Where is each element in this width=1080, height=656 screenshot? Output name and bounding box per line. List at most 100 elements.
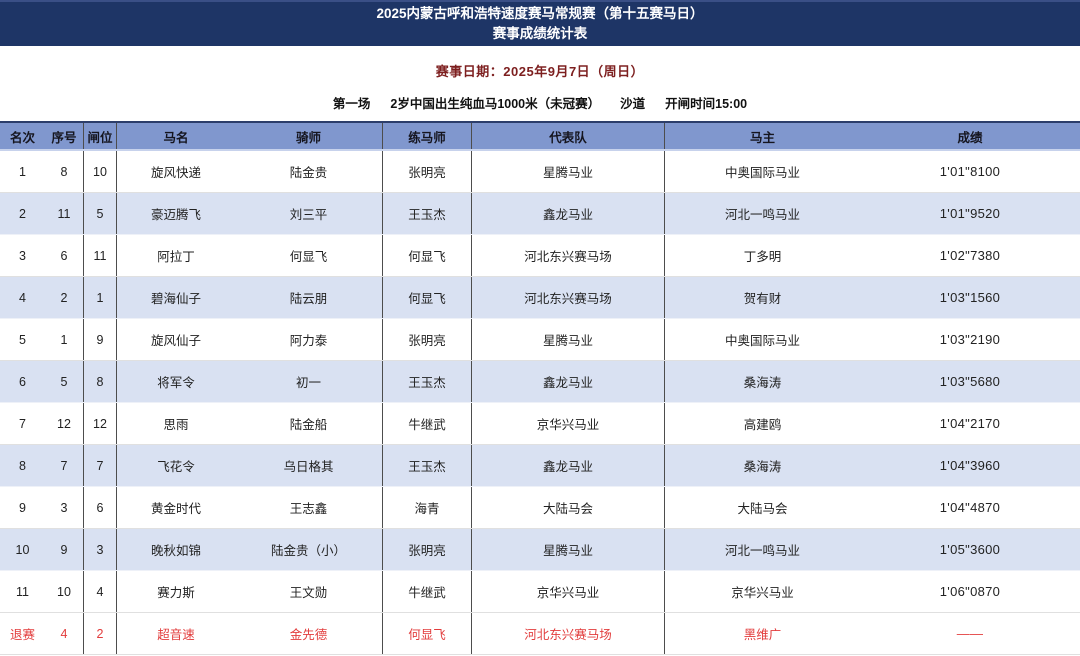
cell-trainer: 王玉杰: [383, 361, 472, 402]
table-row: 3 6 11 阿拉丁 何显飞 何显飞 河北东兴赛马场 丁多明 1'02"7380: [0, 235, 1080, 277]
cell-trainer: 王玉杰: [383, 445, 472, 486]
cell-jockey: 陆金贵（小）: [235, 529, 383, 570]
cell-result: 1'06"0870: [939, 584, 1001, 599]
cell-owner: 河北一鸣马业: [724, 208, 800, 222]
header-cell-jockey: 骑师: [235, 123, 383, 149]
cell-gate: 9: [84, 319, 117, 360]
cell-gate: 7: [84, 445, 117, 486]
cell-gate: 3: [84, 529, 117, 570]
cell-gate: 4: [84, 571, 117, 612]
cell-number: 9: [45, 529, 84, 570]
cell-trainer: 何显飞: [383, 613, 472, 654]
cell-owner: 中奥国际马业: [724, 166, 800, 180]
race-class: 2岁中国出生纯血马1000米（未冠赛）: [390, 97, 601, 111]
cell-horse-name: 旋风快递: [150, 166, 201, 180]
cell-jockey: 陆云朋: [235, 277, 383, 318]
cell-rank: 10: [15, 542, 30, 557]
cell-rank: 1: [19, 164, 26, 179]
cell-number: 5: [45, 361, 84, 402]
cell-rank: 4: [19, 290, 26, 305]
cell-owner: 大陆马会: [737, 502, 788, 516]
cell-team: 京华兴马业: [472, 403, 665, 444]
cell-result: 1'03"1560: [939, 290, 1001, 305]
cell-jockey: 阿力泰: [235, 319, 383, 360]
cell-gate: 5: [84, 193, 117, 234]
cell-team: 星腾马业: [472, 529, 665, 570]
cell-gate: 6: [84, 487, 117, 528]
cell-trainer: 牛继武: [383, 403, 472, 444]
cell-rank: 7: [19, 416, 26, 431]
cell-owner: 高建鸥: [743, 418, 782, 432]
cell-number: 1: [45, 319, 84, 360]
header-cell-result: 成绩: [957, 130, 983, 145]
cell-number: 12: [45, 403, 84, 444]
cell-gate: 10: [84, 151, 117, 192]
race-date: 赛事日期：2025年9月7日（周日）: [435, 64, 645, 79]
cell-gate: 12: [84, 403, 117, 444]
cell-trainer: 牛继武: [383, 571, 472, 612]
cell-team: 星腾马业: [472, 151, 665, 192]
cell-rank: 3: [19, 248, 26, 263]
cell-rank: 8: [19, 458, 26, 473]
race-number: 第一场: [332, 97, 371, 111]
cell-horse-name: 旋风仙子: [150, 334, 201, 348]
cell-horse-name: 碧海仙子: [150, 292, 201, 306]
header-cell-gate: 闸位: [84, 123, 117, 149]
cell-jockey: 乌日格其: [235, 445, 383, 486]
cell-horse-name: 思雨: [163, 418, 189, 432]
cell-rank: 6: [19, 374, 26, 389]
cell-owner: 河北一鸣马业: [724, 544, 800, 558]
cell-result: 1'04"3960: [939, 458, 1001, 473]
cell-horse-name: 赛力斯: [157, 586, 195, 600]
table-row: 9 3 6 黄金时代 王志鑫 海青 大陆马会 大陆马会 1'04"4870: [0, 487, 1080, 529]
cell-number: 11: [45, 193, 84, 234]
cell-jockey: 初一: [235, 361, 383, 402]
table-header-row: 名次 序号 闸位 马名 骑师 练马师 代表队 马主 成绩: [0, 123, 1080, 151]
cell-owner: 丁多明: [743, 250, 782, 264]
cell-trainer: 何显飞: [383, 235, 472, 276]
cell-jockey: 金先德: [235, 613, 383, 654]
cell-jockey: 刘三平: [235, 193, 383, 234]
race-info: 第一场 2岁中国出生纯血马1000米（未冠赛） 沙道 开闸时间15:00: [0, 93, 1080, 112]
cell-number: 8: [45, 151, 84, 192]
cell-rank: 9: [19, 500, 26, 515]
cell-team: 大陆马会: [472, 487, 665, 528]
cell-number: 7: [45, 445, 84, 486]
race-track-type: 沙道: [620, 97, 646, 111]
cell-trainer: 张明亮: [383, 529, 472, 570]
cell-team: 鑫龙马业: [472, 193, 665, 234]
table-row: 1 8 10 旋风快递 陆金贵 张明亮 星腾马业 中奥国际马业 1'01"8100: [0, 151, 1080, 193]
cell-number: 6: [45, 235, 84, 276]
table-row: 10 9 3 晚秋如锦 陆金贵（小） 张明亮 星腾马业 河北一鸣马业 1'05"3600: [0, 529, 1080, 571]
cell-result: 1'02"7380: [939, 248, 1001, 263]
cell-gate: 2: [84, 613, 117, 654]
cell-owner: 桑海涛: [743, 376, 782, 390]
cell-rank: 11: [16, 584, 29, 599]
cell-number: 10: [45, 571, 84, 612]
results-table: 名次 序号 闸位 马名 骑师 练马师 代表队 马主 成绩 1 8 10 旋风快递 陆金贵 张明亮 星腾马业 中奥…: [0, 121, 1080, 655]
cell-horse-name: 豪迈腾飞: [150, 208, 201, 222]
cell-gate: 8: [84, 361, 117, 402]
cell-jockey: 陆金贵: [235, 151, 383, 192]
table-row: 5 1 9 旋风仙子 阿力泰 张明亮 星腾马业 中奥国际马业 1'03"2190: [0, 319, 1080, 361]
cell-trainer: 张明亮: [383, 319, 472, 360]
cell-rank: 退赛: [9, 628, 35, 642]
table-row-withdrawn: 退赛 4 2 超音速 金先德 何显飞 河北东兴赛马场 黑维广 ——: [0, 613, 1080, 655]
cell-horse-name: 晚秋如锦: [150, 544, 201, 558]
cell-horse-name: 飞花令: [157, 460, 195, 474]
cell-rank: 5: [19, 332, 26, 347]
cell-jockey: 陆金船: [235, 403, 383, 444]
cell-team: 河北东兴赛马场: [472, 235, 665, 276]
cell-team: 星腾马业: [472, 319, 665, 360]
header-cell-owner: 马主: [749, 130, 775, 145]
cell-trainer: 王玉杰: [383, 193, 472, 234]
banner-title-line1: 2025内蒙古呼和浩特速度赛马常规赛（第十五赛马日）: [376, 5, 704, 21]
cell-team: 河北东兴赛马场: [472, 277, 665, 318]
cell-trainer: 海青: [383, 487, 472, 528]
cell-owner: 贺有财: [743, 292, 782, 306]
cell-team: 鑫龙马业: [472, 445, 665, 486]
cell-result: 1'03"2190: [939, 332, 1001, 347]
cell-rank: 2: [19, 206, 26, 221]
table-row: 11 10 4 赛力斯 王文勋 牛继武 京华兴马业 京华兴马业 1'06"0870: [0, 571, 1080, 613]
